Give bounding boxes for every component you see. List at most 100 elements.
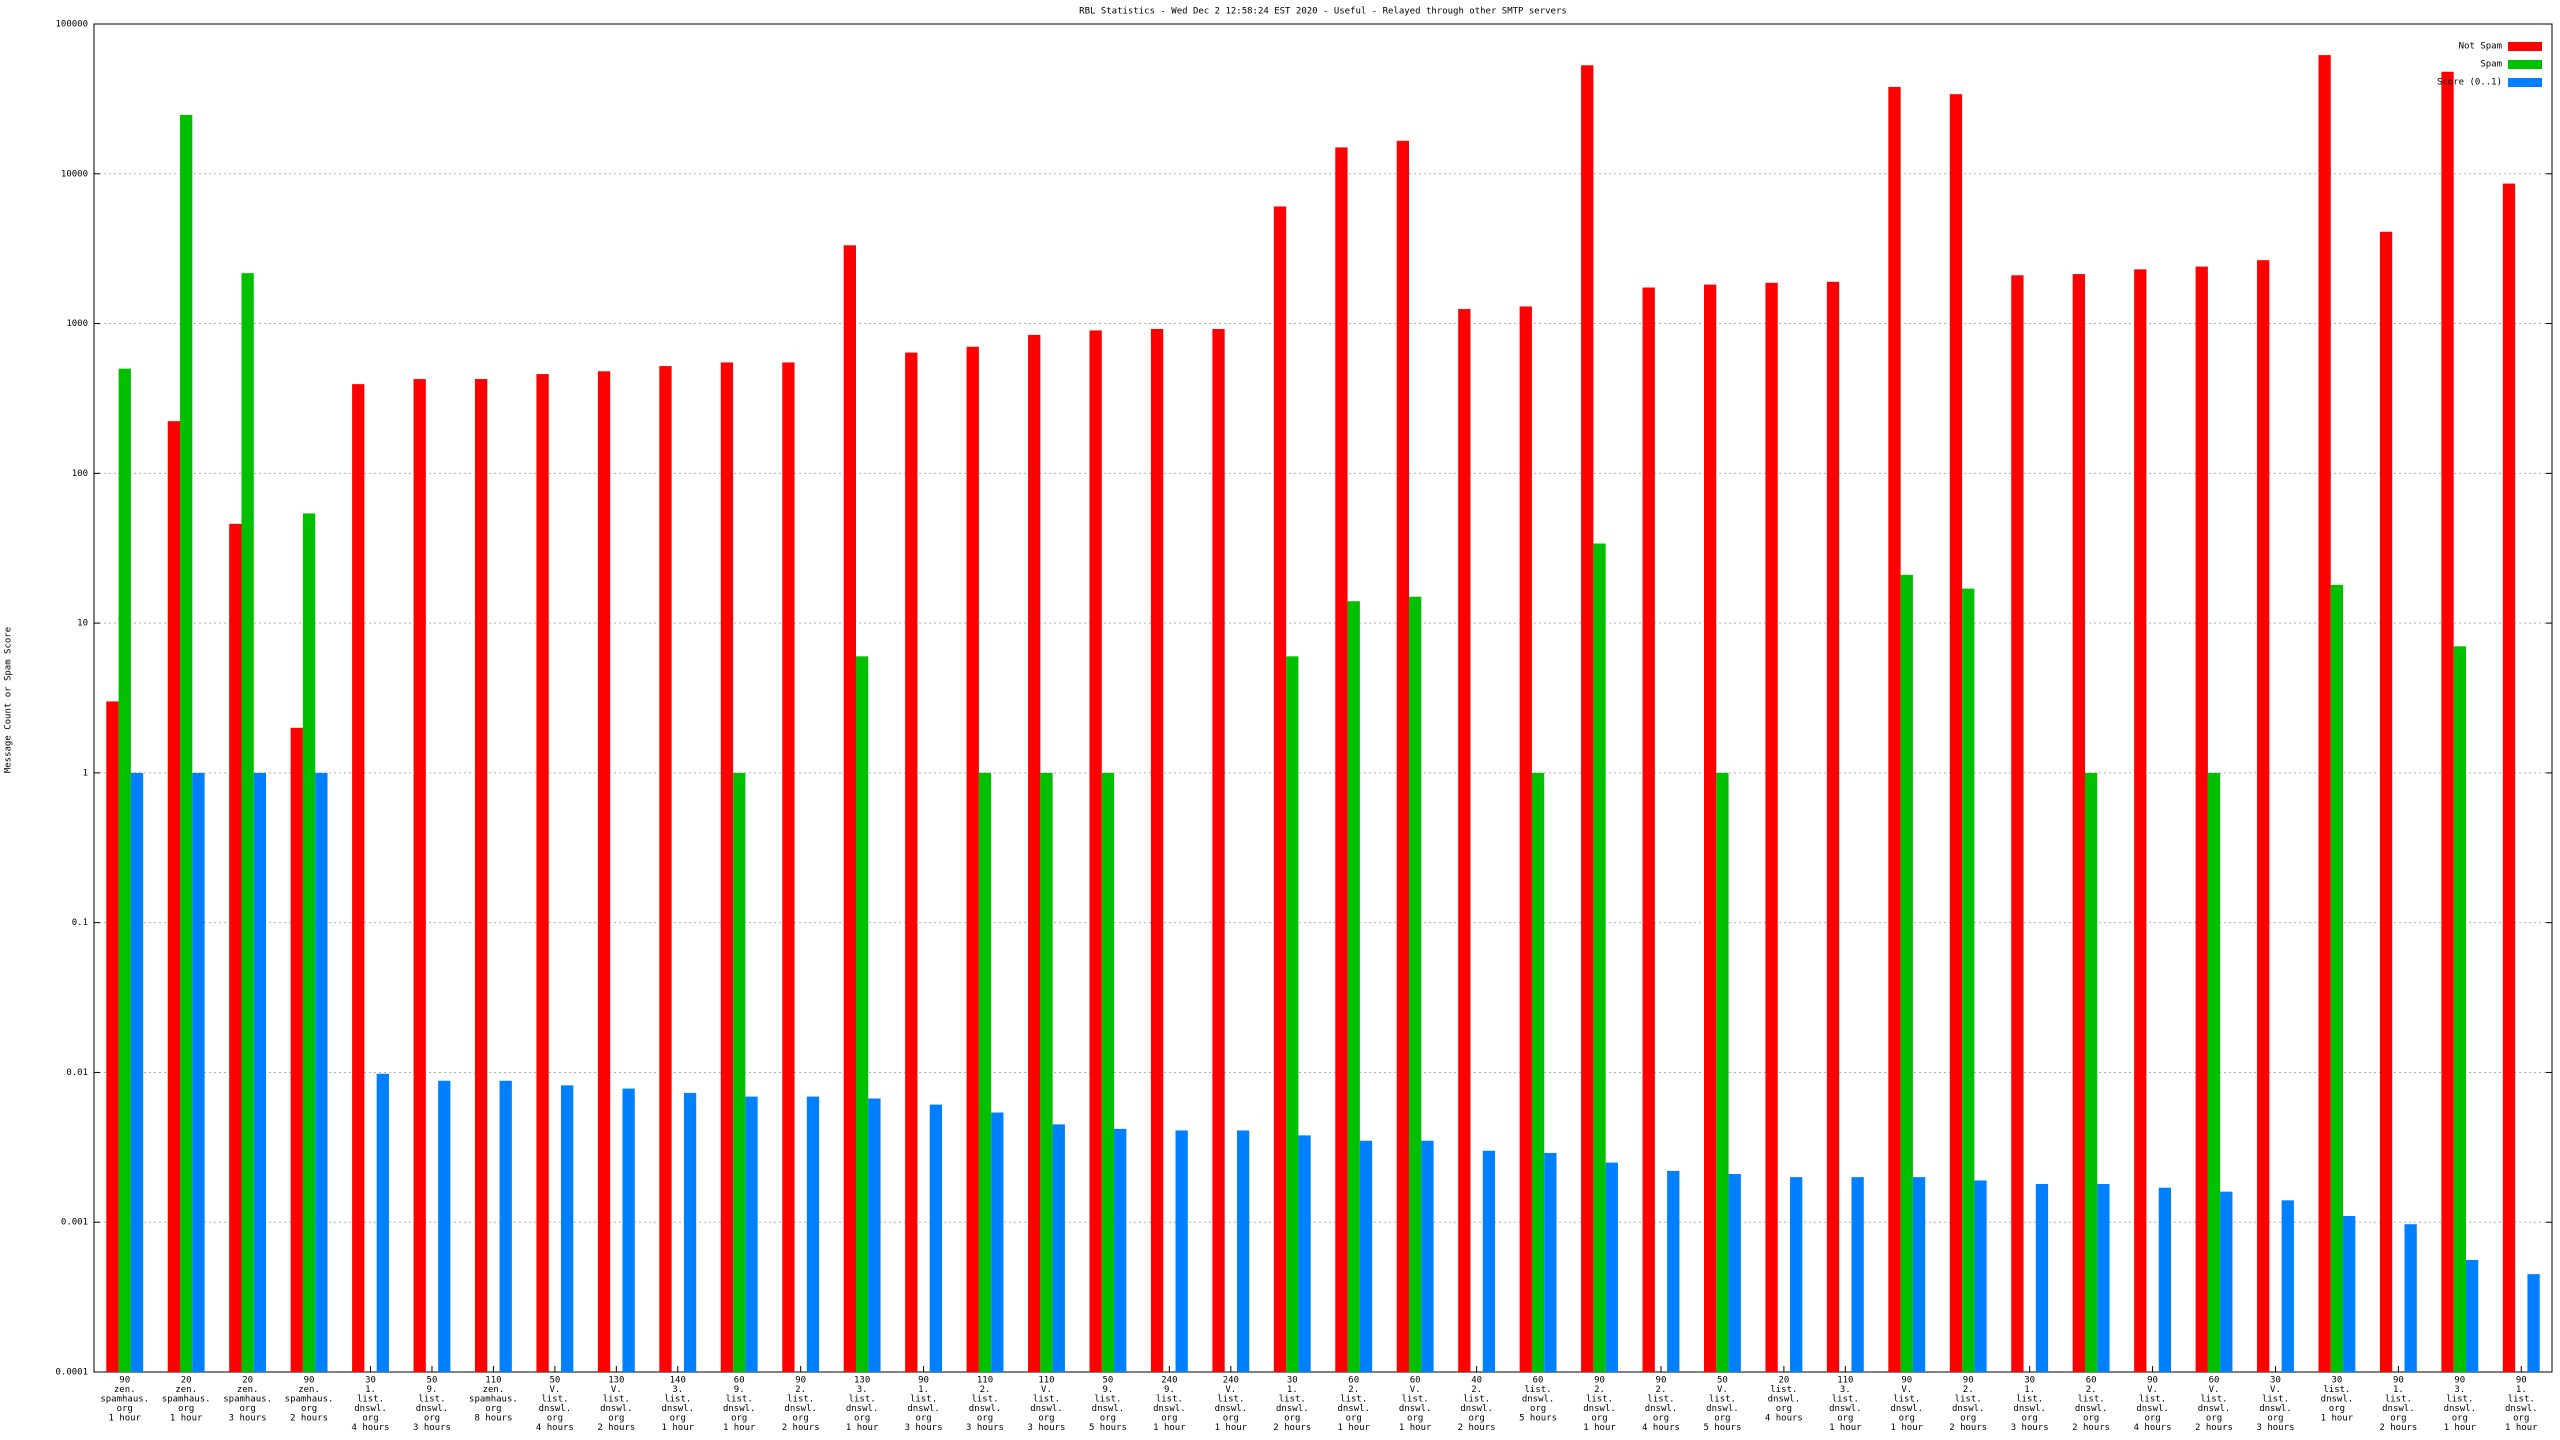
x-tick-label: org	[670, 1414, 686, 1424]
x-tick-label: list.	[1033, 1395, 1060, 1405]
legend-label: Spam	[2480, 60, 2502, 70]
legend-label: Not Spam	[2459, 42, 2502, 52]
bar	[315, 772, 328, 1372]
x-tick-label: org	[2206, 1414, 2222, 1424]
x-tick-label: zen.	[483, 1385, 505, 1395]
bar	[1421, 1140, 1434, 1372]
x-tick-label: V.	[1041, 1385, 1052, 1395]
x-tick-label: list.	[849, 1395, 876, 1405]
x-tick-label: 9.	[1103, 1385, 1114, 1395]
x-tick-label: org	[2083, 1414, 2099, 1424]
x-tick-label: 90	[1594, 1376, 1605, 1386]
x-tick-label: 1.	[2024, 1385, 2035, 1395]
bar	[352, 384, 365, 1372]
y-tick-label: 10000	[61, 169, 88, 179]
x-tick-label: org	[424, 1414, 440, 1424]
x-tick-label: list.	[2200, 1395, 2227, 1405]
x-tick-label: 60	[2209, 1376, 2220, 1386]
x-tick-label: 2.	[1348, 1385, 1359, 1395]
y-tick-label: 0.001	[61, 1218, 88, 1228]
x-tick-label: list.	[418, 1395, 445, 1405]
x-tick-label: list.	[1094, 1395, 1121, 1405]
x-tick-label: list.	[1586, 1395, 1613, 1405]
x-tick-label: 50	[1717, 1376, 1728, 1386]
x-tick-label: dnswl.	[2444, 1404, 2477, 1414]
bar	[1531, 772, 1545, 1372]
x-tick-label: org	[362, 1414, 378, 1424]
x-tick-label: 8 hours	[474, 1414, 512, 1424]
x-tick-label: org	[1776, 1404, 1792, 1414]
x-tick-label: 2 hours	[782, 1423, 820, 1433]
x-tick-label: org	[2267, 1414, 2283, 1424]
x-tick-label: zen.	[298, 1385, 320, 1395]
x-tick-label: list.	[2016, 1395, 2043, 1405]
x-tick-label: V.	[2147, 1385, 2158, 1395]
x-tick-label: dnswl.	[2075, 1404, 2108, 1414]
x-tick-label: dnswl.	[416, 1404, 449, 1414]
x-tick-label: 2.	[795, 1385, 806, 1395]
x-tick-label: list.	[787, 1395, 814, 1405]
bar	[474, 379, 488, 1372]
x-tick-label: dnswl.	[1153, 1404, 1186, 1414]
bar	[2072, 274, 2085, 1373]
x-tick-label: list.	[603, 1395, 630, 1405]
x-tick-label: 90	[2516, 1376, 2527, 1386]
x-tick-label: 1.	[2516, 1385, 2527, 1395]
legend-swatch	[2508, 78, 2542, 87]
x-tick-label: dnswl.	[1399, 1404, 1432, 1414]
x-tick-label: 90	[2147, 1376, 2158, 1386]
x-tick-label: 3 hours	[229, 1414, 267, 1424]
bar	[2343, 1216, 2356, 1372]
x-tick-label: list.	[1156, 1395, 1183, 1405]
x-tick-label: 60	[734, 1376, 745, 1386]
x-tick-label: org	[485, 1404, 501, 1414]
bar	[1150, 328, 1164, 1372]
bar	[1888, 86, 1901, 1372]
bar	[118, 368, 131, 1372]
x-tick-label: 90	[1656, 1376, 1667, 1386]
x-tick-label: 240	[1161, 1376, 1177, 1386]
x-tick-label: 1 hour	[1399, 1423, 1432, 1433]
bar	[745, 1096, 758, 1372]
x-tick-label: dnswl.	[1030, 1404, 1063, 1414]
x-tick-label: list.	[357, 1395, 384, 1405]
bar	[1089, 330, 1102, 1373]
x-tick-label: 2.	[1963, 1385, 1974, 1395]
bar	[180, 114, 193, 1373]
bar	[2527, 1274, 2540, 1372]
plot-frame	[93, 23, 2553, 1373]
x-tick-label: 140	[670, 1376, 686, 1386]
x-tick-label: 50	[549, 1376, 560, 1386]
x-tick-label: 4 hours	[352, 1423, 390, 1433]
x-tick-label: 2 hours	[2195, 1423, 2233, 1433]
x-tick-label: 1.	[918, 1385, 929, 1395]
x-tick-label: list.	[541, 1395, 568, 1405]
x-tick-label: list.	[1955, 1395, 1982, 1405]
bar	[1236, 1130, 1250, 1372]
bar	[1028, 334, 1041, 1372]
bar	[1900, 574, 1913, 1372]
bar	[1519, 306, 1532, 1372]
x-tick-label: dnswl.	[600, 1404, 633, 1414]
x-tick-label: list.	[971, 1395, 998, 1405]
x-tick-label: dnswl.	[1829, 1404, 1862, 1414]
bar	[1335, 147, 1348, 1373]
x-tick-label: 2.	[980, 1385, 991, 1395]
x-tick-label: org	[1530, 1404, 1546, 1414]
x-tick-label: 1 hour	[1891, 1423, 1924, 1433]
x-tick-label: 1 hour	[723, 1423, 756, 1433]
x-tick-label: V.	[1901, 1385, 1912, 1395]
x-tick-label: 2 hours	[2072, 1423, 2110, 1433]
x-tick-label: list.	[1832, 1395, 1859, 1405]
bar	[2134, 269, 2147, 1373]
bar	[1765, 282, 1778, 1372]
x-tick-label: list.	[1647, 1395, 1674, 1405]
x-tick-label: org	[731, 1414, 747, 1424]
x-tick-label: 110	[1837, 1376, 1853, 1386]
x-tick-label: 30	[2332, 1376, 2343, 1386]
x-tick-label: 90	[2454, 1376, 2465, 1386]
x-tick-label: 4 hours	[1765, 1414, 1803, 1424]
x-tick-label: 3 hours	[2257, 1423, 2295, 1433]
bar	[2330, 584, 2344, 1372]
x-tick-label: 130	[854, 1376, 870, 1386]
